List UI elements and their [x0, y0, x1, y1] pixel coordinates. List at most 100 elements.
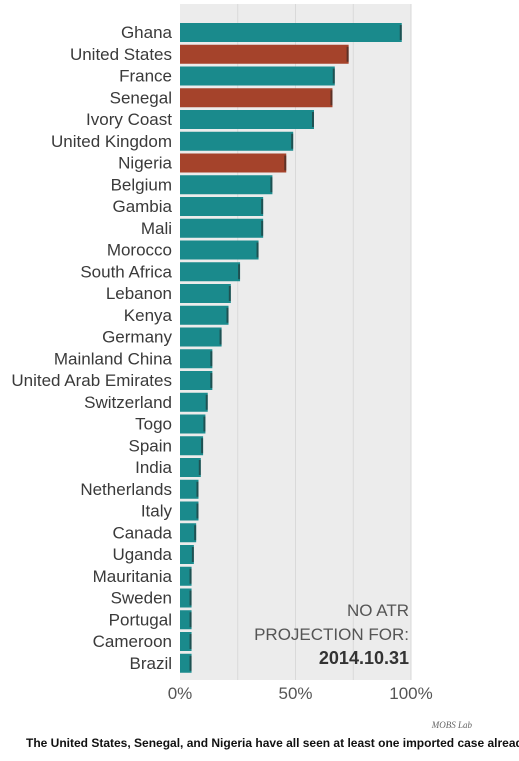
error-tick-germany	[219, 329, 222, 345]
annotation-line2: PROJECTION FOR:	[254, 625, 409, 644]
bar-switzerland	[180, 392, 208, 412]
error-tick-uganda	[191, 547, 194, 562]
bar-united-arab-emirates	[180, 371, 213, 390]
bar-nigeria	[180, 153, 287, 173]
annotation-line1: NO ATR	[347, 601, 409, 620]
bar-morocco	[180, 240, 259, 260]
error-tick-united-kingdom	[291, 133, 294, 149]
category-label-portugal: Portugal	[109, 610, 172, 629]
error-tick-cameroon	[189, 634, 192, 649]
category-label-belgium: Belgium	[111, 175, 172, 194]
error-tick-sweden	[189, 590, 192, 606]
bar-kenya	[180, 305, 229, 325]
category-label-france: France	[119, 67, 172, 86]
category-label-gambia: Gambia	[112, 197, 172, 216]
bar-gambia	[180, 197, 264, 216]
bar-netherlands	[180, 479, 199, 499]
projection-annotation: NO ATR PROJECTION FOR: 2014.10.31	[254, 601, 409, 668]
figure-caption: The United States, Senegal, and Nigeria …	[26, 736, 519, 750]
error-tick-india	[198, 460, 201, 475]
bar-germany	[180, 327, 222, 347]
error-tick-gambia	[261, 199, 264, 214]
bar-lebanon	[180, 284, 231, 303]
error-tick-canada	[194, 525, 197, 541]
category-label-united-arab-emirates: United Arab Emirates	[11, 371, 172, 390]
bar-ghana	[180, 23, 402, 42]
bar-united-kingdom	[180, 131, 294, 151]
category-label-italy: Italy	[141, 502, 173, 521]
error-tick-ivory-coast	[311, 112, 314, 127]
annotation-date: 2014.10.31	[319, 648, 409, 668]
error-tick-mainland-china	[210, 351, 213, 367]
error-tick-kenya	[226, 307, 229, 323]
x-axis-ticks: 0% 50% 100%	[168, 684, 433, 703]
error-tick-belgium	[270, 177, 273, 193]
category-label-india: India	[135, 458, 172, 477]
bar-senegal	[180, 88, 333, 108]
error-tick-netherlands	[196, 481, 199, 497]
category-labels: Ghana United States France Senegal Ivory Coa…	[11, 23, 172, 673]
error-tick-nigeria	[284, 155, 287, 171]
error-tick-morocco	[256, 242, 259, 258]
bar-belgium	[180, 175, 273, 195]
category-label-mainland-china: Mainland China	[54, 349, 173, 368]
bar-chart: Ghana United States France Senegal Ivory Coa…	[11, 4, 433, 703]
bar-uganda	[180, 545, 194, 564]
bar-canada	[180, 523, 197, 543]
category-label-mali: Mali	[141, 219, 172, 238]
bar-togo	[180, 414, 206, 434]
error-tick-mali	[261, 220, 264, 236]
error-tick-united-arab-emirates	[210, 373, 213, 388]
category-label-netherlands: Netherlands	[80, 480, 172, 499]
error-tick-togo	[203, 416, 206, 432]
category-label-brazil: Brazil	[129, 654, 172, 673]
category-label-south-africa: South Africa	[80, 262, 172, 281]
category-label-spain: Spain	[129, 436, 172, 455]
category-label-united-states: United States	[70, 45, 172, 64]
category-label-cameroon: Cameroon	[93, 632, 172, 651]
category-label-united-kingdom: United Kingdom	[51, 132, 172, 151]
error-tick-mauritania	[189, 568, 192, 584]
bar-france	[180, 66, 335, 86]
error-tick-lebanon	[228, 286, 231, 301]
error-tick-senegal	[330, 90, 333, 106]
category-label-togo: Togo	[135, 415, 172, 434]
bar-sweden	[180, 588, 192, 608]
category-label-sweden: Sweden	[111, 589, 172, 608]
category-label-lebanon: Lebanon	[106, 284, 172, 303]
bar-united-states	[180, 44, 349, 64]
category-label-senegal: Senegal	[110, 88, 172, 107]
bar-south-africa	[180, 262, 241, 282]
category-label-germany: Germany	[102, 328, 172, 347]
bar-ivory-coast	[180, 110, 314, 129]
category-label-switzerland: Switzerland	[84, 393, 172, 412]
bar-italy	[180, 501, 199, 521]
error-tick-portugal	[189, 612, 192, 628]
category-label-ivory-coast: Ivory Coast	[86, 110, 172, 129]
bar-spain	[180, 436, 204, 456]
x-tick-label: 0%	[168, 684, 193, 703]
credit-label: MOBS Lab	[431, 720, 472, 730]
bar-mauritania	[180, 566, 192, 586]
error-tick-brazil	[189, 655, 192, 671]
category-label-nigeria: Nigeria	[118, 154, 172, 173]
bars	[180, 23, 402, 673]
bar-cameroon	[180, 632, 192, 651]
bar-mainland-china	[180, 349, 213, 369]
category-label-uganda: Uganda	[112, 545, 172, 564]
bar-portugal	[180, 610, 192, 630]
error-tick-ghana	[399, 25, 402, 40]
error-tick-united-states	[346, 46, 349, 62]
category-label-mauritania: Mauritania	[93, 567, 173, 586]
error-tick-south-africa	[238, 264, 241, 280]
error-tick-france	[332, 68, 335, 84]
x-tick-label: 100%	[389, 684, 432, 703]
category-label-ghana: Ghana	[121, 23, 173, 42]
bar-brazil	[180, 653, 192, 673]
bar-mali	[180, 218, 264, 238]
bar-india	[180, 458, 201, 477]
category-label-canada: Canada	[112, 523, 172, 542]
category-label-morocco: Morocco	[107, 241, 172, 260]
category-label-kenya: Kenya	[124, 306, 173, 325]
error-tick-spain	[201, 438, 204, 454]
